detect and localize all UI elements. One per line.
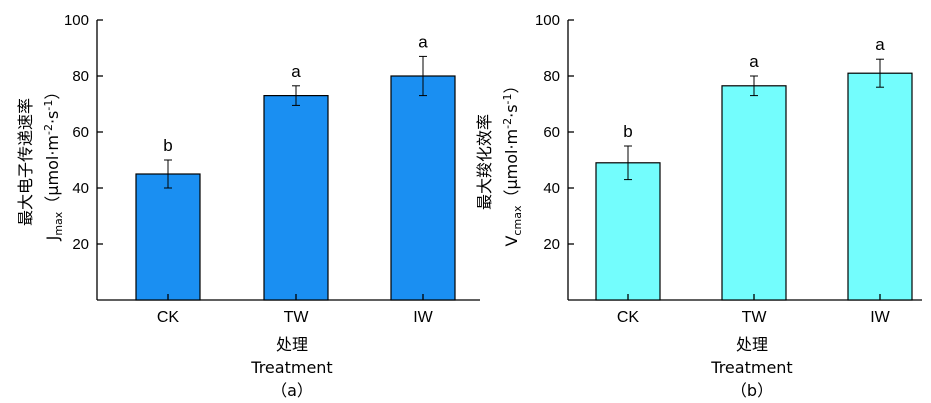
error-bars: [624, 58, 884, 181]
y-tick-label: 100: [64, 12, 89, 29]
bar-iw: [847, 72, 913, 301]
x-tick-label: CK: [157, 309, 180, 326]
y-ticks: 20 40 60 80 100: [535, 12, 574, 253]
significance-label: a: [875, 35, 885, 54]
panel-label: （b）: [731, 381, 773, 400]
significance-label: a: [418, 32, 428, 51]
y-tick-label: 80: [543, 68, 560, 85]
bars: [595, 72, 913, 301]
significance-label: b: [163, 136, 172, 155]
bar-tw: [721, 85, 787, 301]
y-axis-label-unit: Jmax（μmol·m-2·s-1）: [42, 84, 65, 242]
y-axis-label-cn: 最大电子传递速率: [16, 98, 35, 226]
chart-panel-b: 最大羧化效率 Vcmax（μmol·m-2·s-1） 20 40 60 80 100 b…: [475, 12, 922, 400]
bars: [135, 75, 456, 301]
significance-labels: b a a: [623, 35, 885, 141]
x-tick-label: IW: [870, 309, 890, 326]
svg-text:最大电子传递速率: 最大电子传递速率: [16, 98, 35, 226]
y-axis-label: 最大羧化效率: [475, 114, 494, 210]
x-axis-label-cn: 处理: [276, 335, 308, 354]
svg-text:Jmax（μmol·m-2·s-1）: Jmax（μmol·m-2·s-1）: [42, 84, 65, 242]
y-axis-label-cn: 最大羧化效率: [475, 114, 494, 210]
y-axis-label-unit: Vcmax（μmol·m-2·s-1）: [501, 77, 524, 246]
bar-ck: [135, 173, 201, 301]
chart-panel-a: 最大电子传递速率 Jmax（μmol·m-2·s-1） 20406080100 …: [16, 12, 480, 400]
error-bars: [164, 55, 427, 189]
x-tick-label: TW: [284, 309, 310, 326]
y-tick-label: 100: [535, 12, 560, 29]
bar-tw: [263, 94, 329, 301]
bar-ck: [595, 162, 661, 301]
x-tick-label: IW: [413, 309, 433, 326]
x-ticks: CK TW IW: [617, 294, 891, 326]
y-axis-label: 最大电子传递速率: [16, 98, 35, 226]
y-tick-label: 40: [72, 180, 89, 197]
x-ticks: CK TW IW: [157, 294, 434, 326]
bar-iw: [390, 75, 456, 301]
y-tick-label: 60: [543, 124, 560, 141]
svg-text:最大羧化效率: 最大羧化效率: [475, 114, 494, 210]
significance-label: a: [291, 62, 301, 81]
x-axis-label-cn: 处理: [736, 335, 768, 354]
x-tick-label: TW: [742, 309, 768, 326]
y-tick-label: 20: [543, 236, 560, 253]
x-axis-label: Treatment: [710, 358, 792, 377]
significance-label: a: [749, 52, 759, 71]
significance-labels: b a a: [163, 32, 428, 155]
y-tick-label: 20: [72, 236, 89, 253]
y-tick-label: 80: [72, 68, 89, 85]
y-tick-label: 60: [72, 124, 89, 141]
significance-label: b: [623, 122, 632, 141]
x-axis-label: Treatment: [250, 358, 332, 377]
svg-text:Vcmax（μmol·m-2·s-1）: Vcmax（μmol·m-2·s-1）: [501, 77, 524, 246]
x-tick-label: CK: [617, 309, 640, 326]
y-tick-label: 40: [543, 180, 560, 197]
y-ticks: 20 40 60 80 100: [64, 12, 103, 253]
panel-label: （a）: [271, 381, 313, 400]
